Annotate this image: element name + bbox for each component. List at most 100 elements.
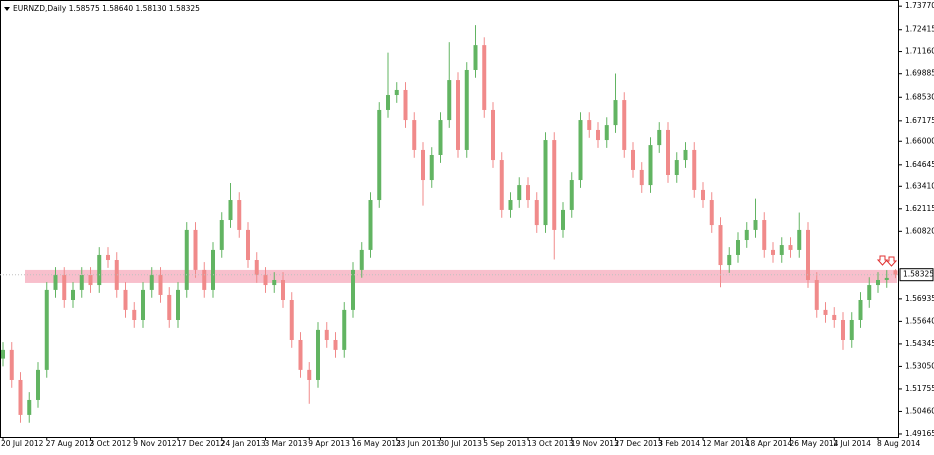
- x-tick-label: 19 Nov 2013: [571, 439, 619, 448]
- candle-body: [167, 294, 172, 320]
- x-tick-label: 17 Dec 2012: [177, 439, 225, 448]
- price-box: [899, 268, 934, 282]
- candle-body: [53, 274, 58, 290]
- candle-body: [307, 369, 312, 380]
- candle-body: [281, 280, 285, 300]
- candle-body: [692, 149, 697, 190]
- candle-body: [246, 229, 250, 261]
- candle-body: [316, 329, 320, 380]
- candle-body: [508, 200, 513, 210]
- candle-body: [858, 299, 863, 320]
- candle-body: [324, 329, 329, 340]
- candle-body: [622, 100, 627, 150]
- candle-body: [44, 289, 49, 370]
- candle-body: [412, 120, 417, 150]
- y-tick-label: 1.54345: [905, 339, 934, 348]
- candle-body: [718, 225, 723, 266]
- candle-body: [604, 125, 609, 141]
- candle-body: [18, 379, 23, 415]
- candle-body: [534, 200, 539, 226]
- y-tick-label: 1.73770: [905, 1, 934, 10]
- candle-body: [1, 349, 5, 359]
- candle-body: [762, 220, 767, 250]
- x-tick-label: 26 May 2014: [790, 439, 839, 448]
- candle-body: [359, 249, 364, 270]
- candle-body: [228, 200, 233, 221]
- candle-body: [639, 169, 644, 186]
- x-tick-label: 3 Oct 2012: [90, 439, 132, 448]
- menu-arrow: [4, 7, 10, 11]
- x-tick-label: 24 Jan 2013: [221, 439, 266, 448]
- candle-body: [753, 220, 758, 230]
- candle-body: [648, 145, 653, 186]
- candle-body: [884, 277, 889, 281]
- candle-body: [596, 129, 600, 141]
- candle-body: [709, 200, 714, 226]
- candle-body: [9, 349, 14, 380]
- candle-body: [351, 269, 355, 310]
- candle-body: [797, 229, 802, 250]
- candle-body: [447, 80, 452, 121]
- candle-body: [823, 309, 828, 315]
- candle-body: [631, 149, 635, 170]
- candle-body: [841, 319, 845, 340]
- x-tick-label: 3 Mar 2013: [265, 439, 308, 448]
- candle-body: [184, 229, 189, 290]
- x-tick-label: 9 Nov 2012: [133, 439, 176, 448]
- y-tick-label: 1.53050: [905, 361, 934, 370]
- x-tick-label: 12 Mar 2014: [702, 439, 750, 448]
- candle-body: [613, 100, 618, 126]
- y-tick-label: 1.51755: [905, 384, 934, 393]
- candle-body: [701, 189, 705, 201]
- x-tick-label: 2 Jul 2014: [833, 439, 871, 448]
- candle-body: [779, 245, 784, 255]
- support-zone: [25, 269, 897, 283]
- candle-body: [377, 109, 382, 201]
- price-label: 1.58325: [903, 270, 934, 279]
- candle-body: [876, 280, 880, 286]
- candle-body: [211, 249, 215, 290]
- candle-body: [289, 299, 294, 340]
- candle-body: [36, 369, 40, 400]
- candle-body: [526, 185, 530, 201]
- candle-body: [27, 399, 32, 415]
- candle-body: [114, 260, 119, 290]
- candle-body: [333, 339, 338, 350]
- candle-body: [263, 274, 268, 286]
- candle-body: [272, 280, 277, 286]
- candle-body: [429, 154, 434, 181]
- candle-body: [97, 254, 102, 286]
- arrow-marker: [876, 255, 889, 266]
- candle-body: [674, 160, 679, 175]
- candle-body: [543, 140, 548, 226]
- candle-body: [158, 274, 163, 295]
- x-tick-label: 5 Sep 2013: [483, 439, 526, 448]
- candle-body: [386, 95, 390, 110]
- candle-body: [587, 120, 592, 130]
- candle-body: [464, 69, 469, 150]
- candle-body: [176, 289, 180, 320]
- y-tick-label: 1.66000: [905, 136, 934, 145]
- candle-body: [193, 229, 198, 270]
- candle-body: [368, 200, 373, 250]
- y-tick-label: 1.55640: [905, 316, 934, 325]
- plot-frame: [0, 0, 899, 438]
- candle-body: [517, 185, 522, 201]
- y-tick-label: 1.64645: [905, 160, 934, 169]
- x-tick-label: 9 Apr 2013: [308, 439, 350, 448]
- candle-body: [149, 274, 154, 290]
- y-tick-label: 1.71160: [905, 47, 934, 56]
- candle-body: [683, 149, 688, 161]
- candle-body: [666, 129, 670, 175]
- candle-body: [421, 149, 425, 181]
- x-tick-label: 27 Dec 2013: [615, 439, 663, 448]
- candle-body: [298, 339, 303, 370]
- candle-body: [79, 274, 84, 290]
- candle-body: [657, 129, 662, 146]
- x-tick-label: 8 Aug 2014: [877, 439, 920, 448]
- candle-body: [893, 270, 898, 275]
- candle-body: [814, 280, 819, 310]
- candle-body: [569, 180, 574, 210]
- candle-body: [202, 269, 207, 290]
